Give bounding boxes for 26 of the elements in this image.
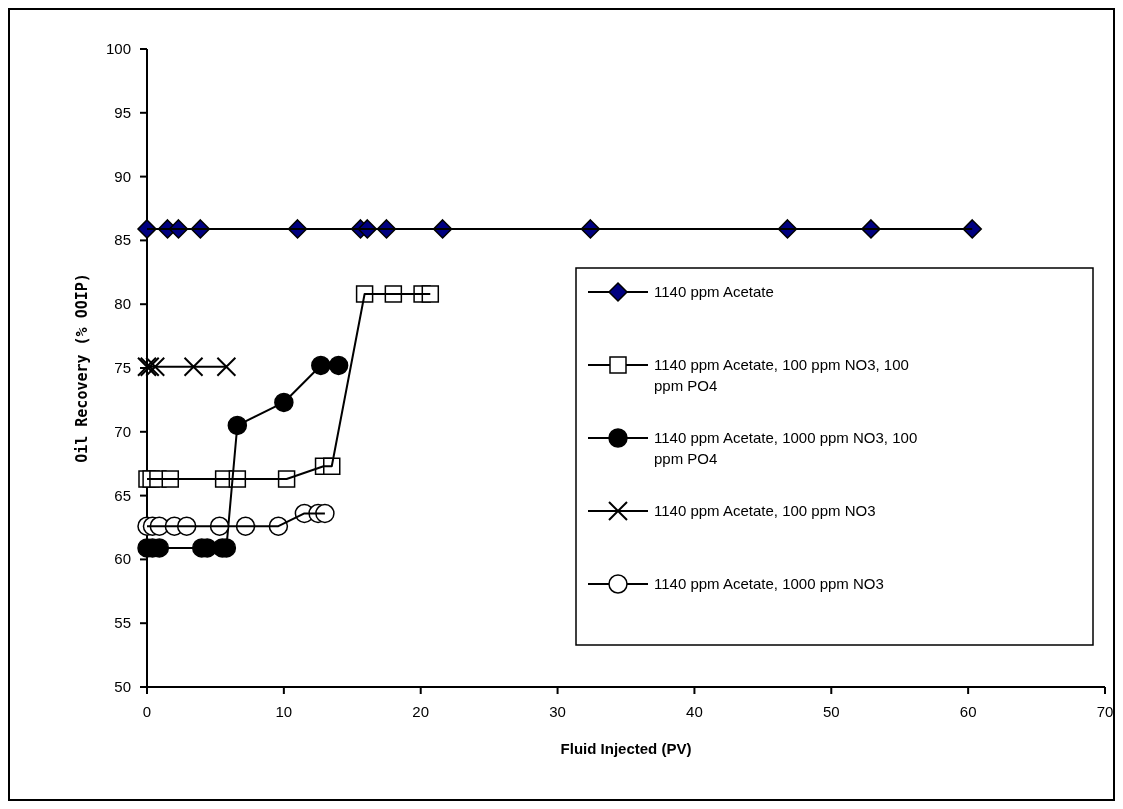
legend-label: 1140 ppm Acetate, 100 ppm NO3, 100 ppm PO4 [654,356,909,394]
y-tick-label: 70 [114,422,131,440]
y-axis-title: Oil Recovery (% OOIP) [73,273,91,463]
y-tick-label: 100 [105,40,131,57]
y-tick-label: 55 [114,614,131,632]
y-tick-label: 95 [114,103,131,121]
y-tick-label: 80 [114,295,131,313]
y-tick-label: 65 [114,486,131,504]
y-tick-label: 85 [114,231,131,249]
x-tick-label: 30 [549,703,566,720]
x-tick-label: 50 [822,703,840,720]
y-tick-label: 50 [114,678,131,695]
y-tick-label: 90 [114,167,131,185]
x-tick-label: 20 [412,703,430,720]
legend-label: 1140 ppm Acetate, 1000 ppm NO3 [654,575,884,592]
x-tick-label: 60 [959,703,977,720]
legend-label: 1140 ppm Acetate [654,283,774,300]
x-axis-title: Fluid Injected (PV) [560,740,692,757]
x-tick-label: 10 [275,703,293,720]
y-tick-label: 60 [114,550,131,568]
legend-label: 1140 ppm Acetate, 100 ppm NO3 [654,502,876,519]
x-tick-label: 0 [142,703,152,720]
x-tick-label: 40 [686,703,703,720]
x-tick-label: 70 [1096,703,1114,720]
legend-label: 1140 ppm Acetate, 1000 ppm NO3, 100 ppm PO4 [654,429,918,467]
y-tick-label: 75 [114,359,131,376]
